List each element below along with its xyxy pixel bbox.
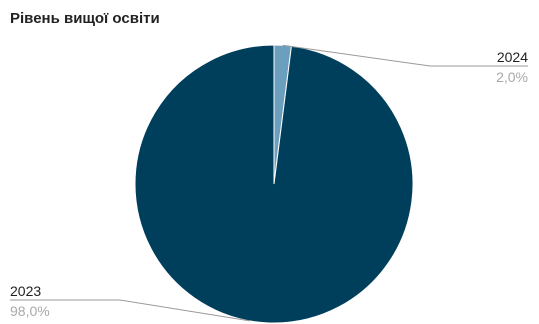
slice-percent-2023: 98,0%: [10, 303, 50, 319]
slice-label-2024: 2024: [497, 49, 528, 65]
slice-label-2023: 2023: [10, 283, 41, 299]
slices-layer: [135, 45, 413, 323]
slice-percent-2024: 2,0%: [496, 69, 528, 85]
pie-slice-2023[interactable]: [135, 45, 413, 323]
